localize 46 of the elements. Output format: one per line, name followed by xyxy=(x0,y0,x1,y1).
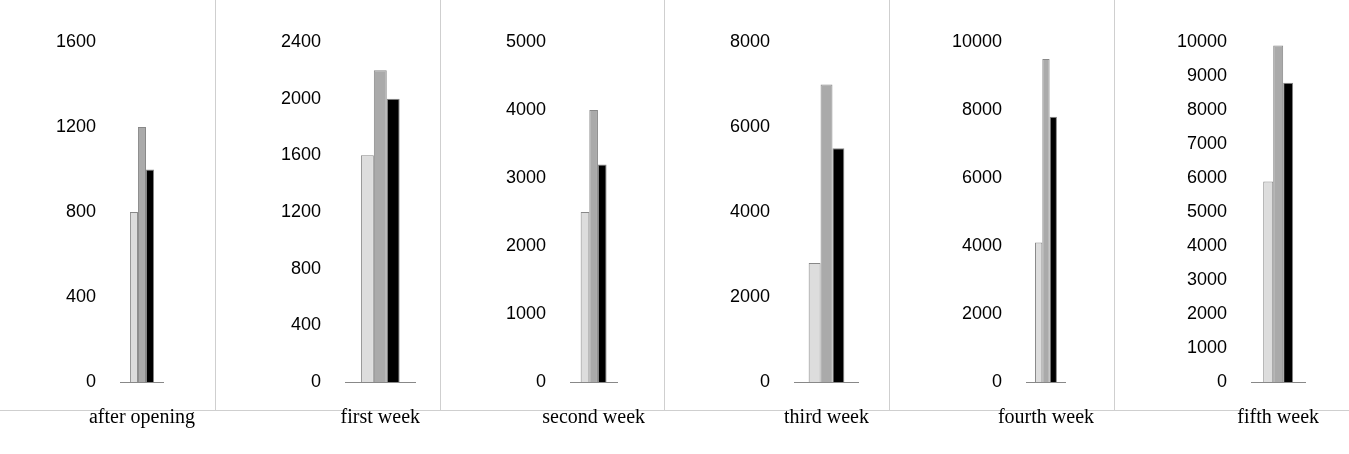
y-tick-label: 6000 xyxy=(1186,166,1227,187)
y-tick-label: 800 xyxy=(66,200,97,221)
x-tick-label: fourth week xyxy=(998,405,1095,428)
y-tick-label: 6000 xyxy=(730,115,771,136)
y-tick-label: 4000 xyxy=(505,98,546,119)
x-tick-label: first week xyxy=(340,405,420,428)
y-tick-label: 2400 xyxy=(280,30,321,51)
y-tick-label: 2000 xyxy=(962,302,1003,323)
y-tick-label: 1600 xyxy=(280,144,321,165)
y-tick-label: 8000 xyxy=(1186,98,1227,119)
y-tick-label: 1200 xyxy=(56,115,97,136)
y-tick-label: 5000 xyxy=(1186,200,1227,221)
y-tick-label: 0 xyxy=(760,370,771,391)
y-tick-label: 1000 xyxy=(1186,336,1227,357)
y-tick-label: 6000 xyxy=(962,166,1003,187)
y-tick-label: 400 xyxy=(290,314,321,335)
y-tick-label: 10000 xyxy=(952,30,1003,51)
y-tick-label: 0 xyxy=(535,370,546,391)
y-tick-label: 2000 xyxy=(280,87,321,108)
x-tick-label: after opening xyxy=(88,405,196,429)
y-tick-label: 0 xyxy=(992,370,1003,391)
y-tick-label: 1200 xyxy=(280,200,321,221)
x-tick-label: third week xyxy=(784,405,870,428)
y-tick-label: 4000 xyxy=(1186,234,1227,255)
y-tick-label: 2000 xyxy=(505,234,546,255)
y-tick-label: 5000 xyxy=(505,30,546,51)
y-tick-label: 9000 xyxy=(1186,64,1227,85)
y-tick-label: 1600 xyxy=(56,30,97,51)
x-tick-label: fifth week xyxy=(1237,405,1319,428)
y-tick-label: 7000 xyxy=(1186,132,1227,153)
y-tick-label: 0 xyxy=(86,370,97,391)
y-tick-label: 4000 xyxy=(962,234,1003,255)
y-tick-label: 3000 xyxy=(1186,268,1227,289)
y-tick-label: 800 xyxy=(290,257,321,278)
x-tick-label: second week xyxy=(541,405,645,428)
y-tick-label: 2000 xyxy=(730,285,771,306)
y-tick-label: 4000 xyxy=(730,200,771,221)
y-tick-label: 400 xyxy=(66,285,97,306)
y-tick-label: 2000 xyxy=(1186,302,1227,323)
y-tick-label: 8000 xyxy=(730,30,771,51)
y-tick-label: 10000 xyxy=(1176,30,1227,51)
y-tick-label: 3000 xyxy=(505,166,546,187)
y-tick-label: 0 xyxy=(310,370,321,391)
y-tick-label: 1000 xyxy=(505,302,546,323)
y-tick-label: 0 xyxy=(1216,370,1227,391)
y-tick-label: 8000 xyxy=(962,98,1003,119)
